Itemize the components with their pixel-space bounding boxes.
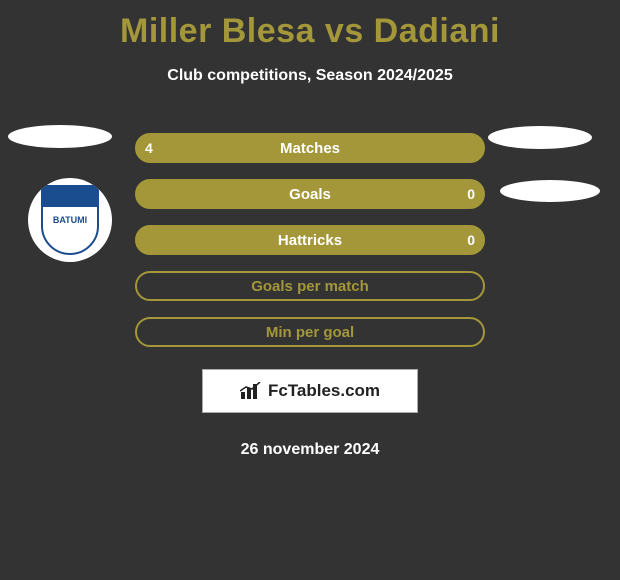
bar-row-goals-per-match: Goals per match (135, 271, 485, 301)
bar-label: Goals per match (135, 271, 485, 301)
team-crest: BATUMI (28, 178, 112, 262)
bar-value-right: 0 (467, 225, 475, 255)
bar-label: Matches (135, 133, 485, 163)
logo-text: FcTables.com (268, 381, 380, 401)
decor-ellipse-left (8, 125, 112, 148)
subtitle: Club competitions, Season 2024/2025 (0, 67, 620, 85)
decor-ellipse-right-bottom (500, 180, 600, 202)
page-title: Miller Blesa vs Dadiani (0, 0, 620, 51)
bar-row-hattricks: Hattricks 0 (135, 225, 485, 255)
bar-row-goals: Goals 0 (135, 179, 485, 209)
chart-icon (240, 382, 262, 400)
crest-label: BATUMI (53, 215, 87, 225)
crest-badge: BATUMI (41, 185, 99, 255)
bar-row-matches: 4 Matches (135, 133, 485, 163)
bar-label: Min per goal (135, 317, 485, 347)
date-text: 26 november 2024 (241, 441, 380, 459)
bar-row-min-per-goal: Min per goal (135, 317, 485, 347)
bar-label: Hattricks (135, 225, 485, 255)
bar-value-right: 0 (467, 179, 475, 209)
decor-ellipse-right-top (488, 126, 592, 149)
bar-label: Goals (135, 179, 485, 209)
source-logo: FcTables.com (202, 369, 418, 413)
